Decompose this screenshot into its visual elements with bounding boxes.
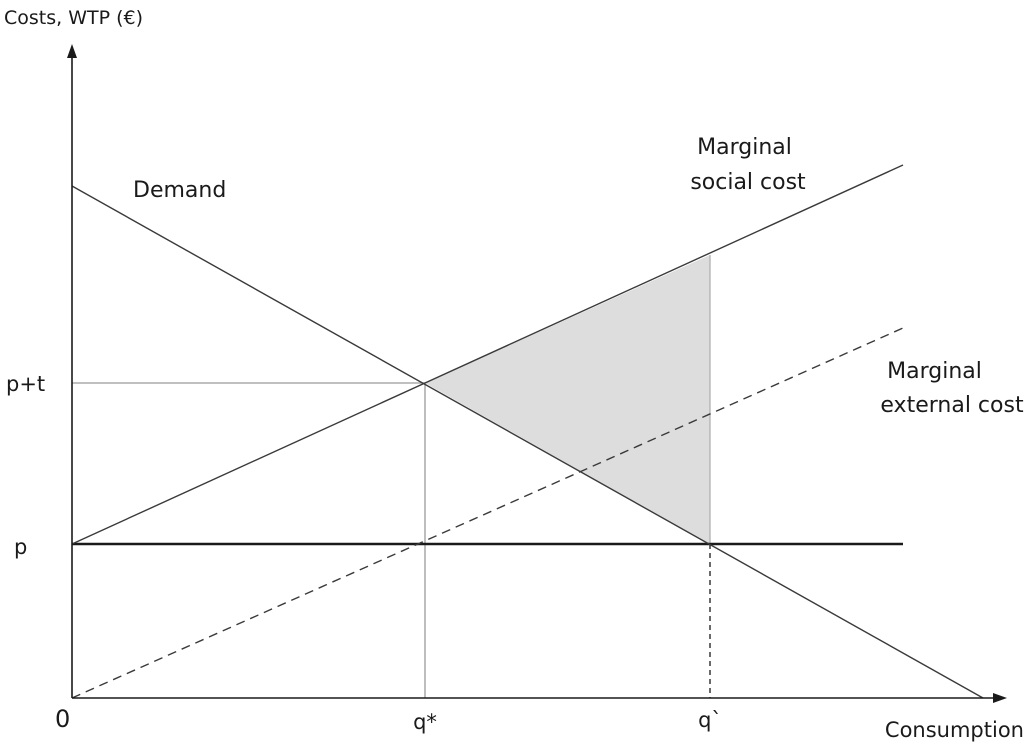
tick-label-q-prime: q` [698,708,722,732]
marginal-external-cost-curve [71,327,904,699]
y-axis-label: Costs, WTP (€) [4,7,143,29]
marginal-external-cost-label: Marginal external cost [880,359,1024,418]
deadweight-loss-area [425,255,710,544]
tick-label-q-star: q* [413,710,437,734]
demand-curve [71,185,984,699]
marginal-social-cost-label: Marginal social cost [690,135,806,195]
demand-label: Demand [133,178,226,203]
tick-label-p-plus-t: p+t [6,372,45,396]
marginal-social-cost-curve [71,164,904,545]
x-axis-arrow-icon [993,693,1007,703]
x-axis-label: Consumption [885,718,1024,742]
origin-label: 0 [55,705,70,733]
marginal-social-cost-label-line2: social cost [690,170,806,195]
marginal-external-cost-label-line1: Marginal [887,359,982,384]
y-axis-arrow-icon [67,44,77,58]
marginal-external-cost-label-line2: external cost [880,393,1024,418]
tick-label-p: p [14,535,27,559]
marginal-social-cost-label-line1: Marginal [697,135,792,160]
